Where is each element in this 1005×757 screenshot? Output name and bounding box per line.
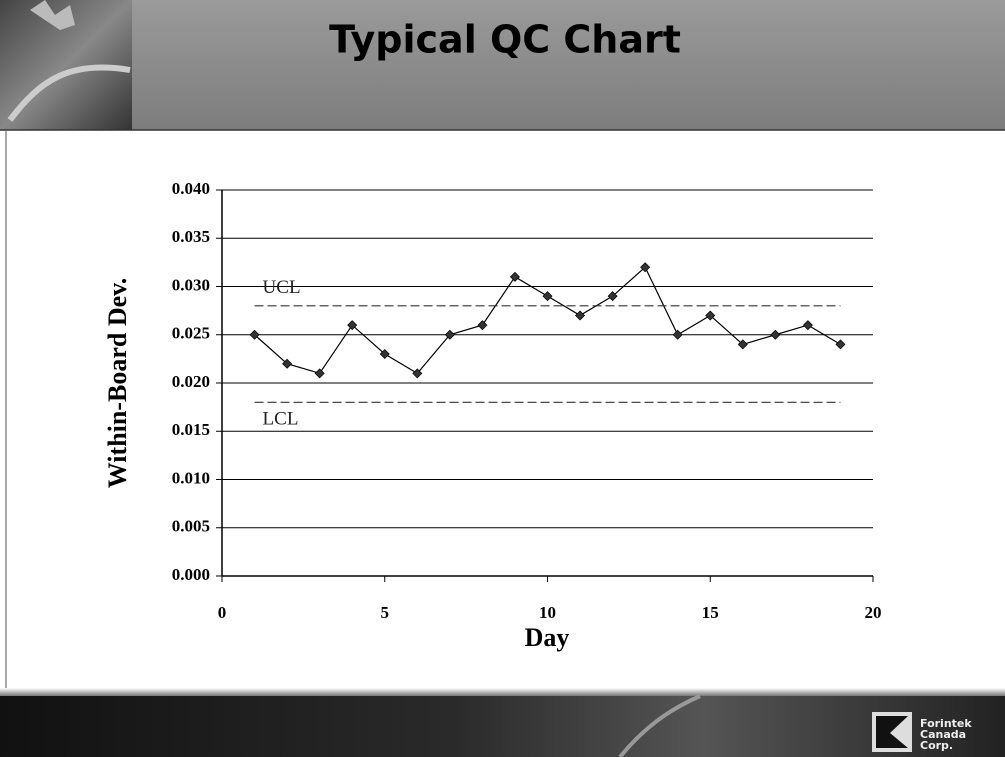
y-tick-label: 0.025 — [172, 324, 210, 343]
point — [673, 330, 682, 339]
y-tick-label: 0.015 — [172, 420, 210, 439]
footer-band — [0, 696, 1005, 757]
limit-label: LCL — [263, 409, 299, 430]
y-tick-label: 0.000 — [172, 565, 210, 584]
x-tick-label: 10 — [539, 603, 556, 622]
point — [576, 311, 585, 320]
slide: Typical QC Chart ForintekCanadaCorp. Wit… — [0, 0, 1005, 757]
y-tick-label: 0.040 — [172, 179, 210, 198]
y-tick-label: 0.030 — [172, 275, 210, 294]
point — [510, 272, 519, 281]
data-line — [255, 267, 841, 373]
logo-line: Corp. — [920, 739, 953, 752]
chart-title: Typical QC Chart — [329, 18, 681, 62]
x-tick-label: 0 — [218, 603, 227, 622]
x-axis-label: Day — [525, 623, 570, 652]
point — [543, 292, 552, 301]
point — [315, 369, 324, 378]
x-tick-label: 5 — [381, 603, 390, 622]
point — [771, 330, 780, 339]
y-tick-label: 0.020 — [172, 372, 210, 391]
point — [836, 340, 845, 349]
footer-rule — [0, 688, 1005, 696]
x-tick-label: 20 — [865, 603, 882, 622]
limit-label: UCL — [263, 277, 301, 298]
y-tick-label: 0.035 — [172, 227, 210, 246]
point — [803, 321, 812, 330]
y-tick-label: 0.010 — [172, 468, 210, 487]
y-tick-label: 0.005 — [172, 517, 210, 536]
y-axis-label: Within-Board Dev. — [103, 278, 132, 488]
x-tick-label: 15 — [702, 603, 719, 622]
point — [478, 321, 487, 330]
